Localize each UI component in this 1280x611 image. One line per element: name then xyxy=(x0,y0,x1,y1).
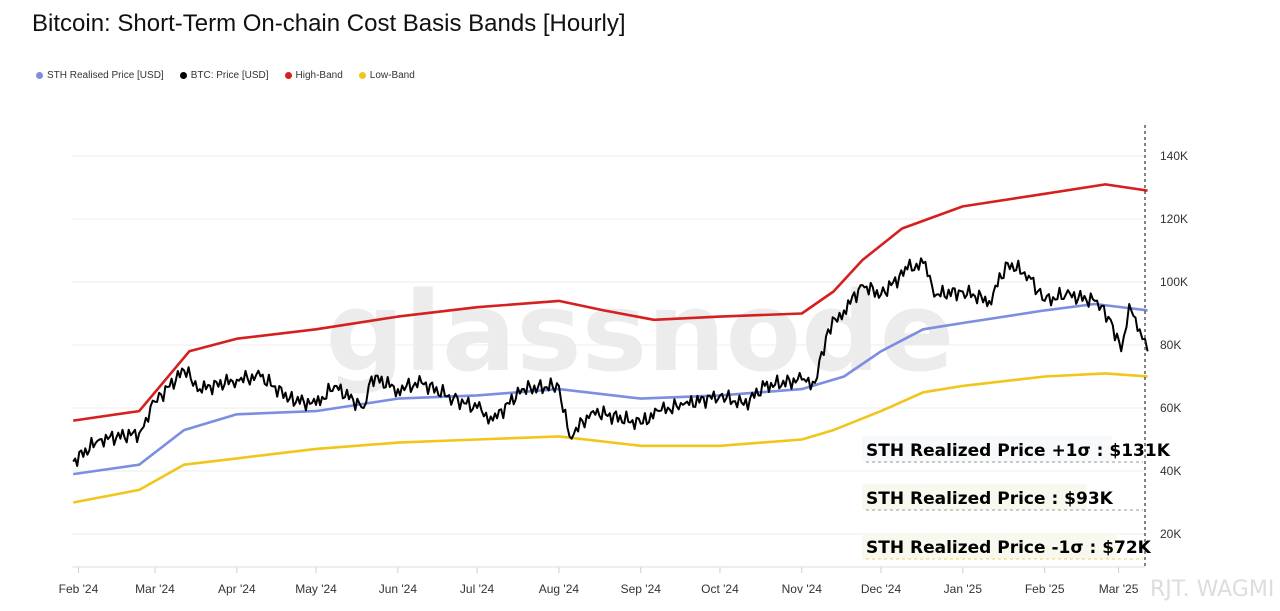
x-tick-label: Aug '24 xyxy=(539,582,580,596)
legend-dot-icon xyxy=(358,72,366,79)
x-tick-label: Feb '25 xyxy=(1025,582,1065,596)
annotation-high-band: STH Realized Price +1σ : $131K xyxy=(866,441,1171,461)
y-tick-label: 80K xyxy=(1160,338,1181,352)
series-line-btc-price-usd- xyxy=(72,257,1149,467)
x-tick-label: Dec '24 xyxy=(861,582,902,596)
legend-item-high[interactable]: High-Band xyxy=(284,70,343,81)
legend-dot-icon xyxy=(284,72,292,79)
x-tick-label: Mar '24 xyxy=(135,582,175,596)
credit-watermark: RJT. WAGMI xyxy=(1150,577,1274,602)
annotation-low-band: STH Realized Price -1σ : $72K xyxy=(866,538,1152,558)
legend: STH Realised Price [USD] BTC: Price [USD… xyxy=(36,70,415,81)
legend-item-btc[interactable]: BTC: Price [USD] xyxy=(179,70,269,81)
annotation-bg xyxy=(862,436,1112,462)
y-axis: 20K 40K 60K 80K 100K 120K 140K xyxy=(1160,149,1188,541)
y-tick-label: 140K xyxy=(1160,149,1188,163)
watermark: glassnode xyxy=(326,268,955,396)
x-tick-label: Nov '24 xyxy=(782,582,823,596)
series-line-low-band xyxy=(72,372,1148,504)
legend-dot-icon xyxy=(36,72,43,79)
x-tick-label: Mar '25 xyxy=(1099,582,1139,596)
legend-item-low[interactable]: Low-Band xyxy=(358,70,415,81)
series-lines xyxy=(72,183,1149,504)
x-tick-label: Jun '24 xyxy=(379,582,418,596)
y-tick-label: 100K xyxy=(1160,275,1188,289)
legend-dot-icon xyxy=(179,72,187,79)
legend-label: Low-Band xyxy=(369,70,415,81)
y-tick-label: 40K xyxy=(1160,464,1181,478)
legend-label: BTC: Price [USD] xyxy=(190,70,269,81)
annotation-bg xyxy=(862,533,1117,559)
legend-label: High-Band xyxy=(295,70,343,81)
annotation-realized: STH Realized Price : $93K xyxy=(866,489,1114,509)
y-tick-label: 120K xyxy=(1160,212,1188,226)
y-tick-label: 20K xyxy=(1160,527,1181,541)
legend-item-sth[interactable]: STH Realised Price [USD] xyxy=(36,70,164,81)
x-tick-label: Jul '24 xyxy=(460,582,495,596)
x-tick-label: May '24 xyxy=(295,582,337,596)
chart-title: Bitcoin: Short-Term On-chain Cost Basis … xyxy=(32,10,626,37)
series-line-high-band xyxy=(73,183,1148,422)
x-tick-label: Feb '24 xyxy=(59,582,99,596)
legend-label: STH Realised Price [USD] xyxy=(47,70,164,81)
x-tick-label: Sep '24 xyxy=(621,582,662,596)
annotation-bg xyxy=(862,484,1087,510)
x-tick-label: Apr '24 xyxy=(218,582,256,596)
series-line-sth-realised-price-usd- xyxy=(73,302,1148,476)
x-axis: Feb '24 Mar '24 Apr '24 May '24 Jun '24 Jul '… xyxy=(59,566,1145,596)
x-tick-label: Oct '24 xyxy=(701,582,739,596)
x-tick-label: Jan '25 xyxy=(944,582,983,596)
y-tick-label: 60K xyxy=(1160,401,1181,415)
